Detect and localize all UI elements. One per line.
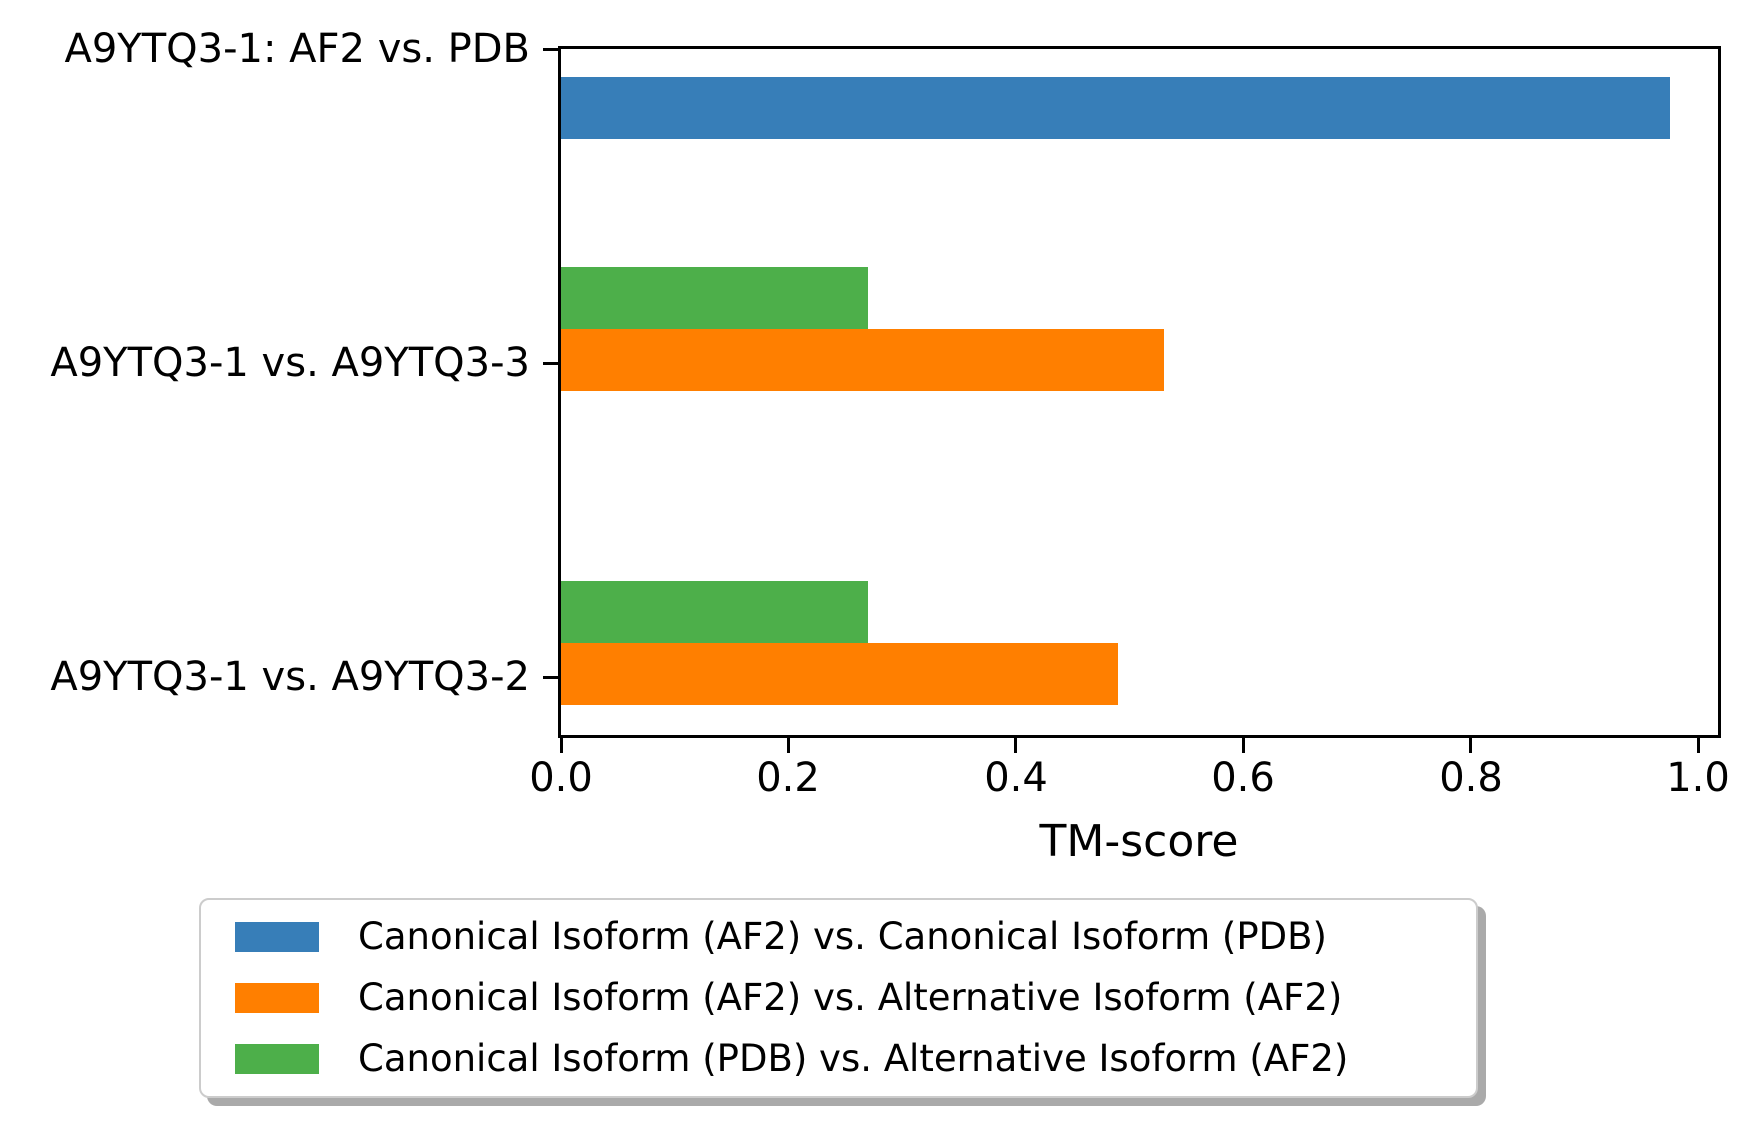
bar-series-2-group-1 — [561, 267, 868, 329]
legend-entry: Canonical Isoform (AF2) vs. Canonical Is… — [201, 906, 1476, 967]
legend-label: Canonical Isoform (PDB) vs. Alternative … — [358, 1037, 1349, 1081]
bar-series-1-group-1 — [561, 329, 1164, 391]
plot-inner — [543, 48, 1718, 753]
x-tick-label: 0.2 — [756, 755, 820, 801]
x-tick-mark — [560, 738, 563, 753]
plot-area — [543, 46, 1721, 753]
x-tick-mark — [1242, 738, 1245, 753]
x-tick-mark — [787, 738, 790, 753]
x-tick-mark — [1697, 738, 1700, 753]
y-category-label: A9YTQ3-1 vs. A9YTQ3-2 — [50, 654, 530, 700]
legend-swatch-orange — [235, 982, 319, 1013]
y-tick-mark — [543, 48, 558, 51]
legend: Canonical Isoform (AF2) vs. Canonical Is… — [199, 898, 1478, 1098]
legend-label: Canonical Isoform (AF2) vs. Alternative … — [358, 975, 1343, 1019]
y-tick-mark — [543, 676, 558, 679]
x-tick-label: 0.6 — [1211, 755, 1275, 801]
legend-entry: Canonical Isoform (AF2) vs. Alternative … — [201, 967, 1476, 1028]
x-axis-label: TM-score — [1039, 816, 1239, 867]
bar-series-0-group-0 — [561, 77, 1670, 139]
y-tick-mark — [543, 362, 558, 365]
legend-swatch-blue — [235, 921, 319, 952]
x-tick-mark — [1469, 738, 1472, 753]
x-tick-label: 1.0 — [1666, 755, 1730, 801]
x-tick-label: 0.4 — [984, 755, 1048, 801]
x-tick-mark — [1014, 738, 1017, 753]
legend-label: Canonical Isoform (AF2) vs. Canonical Is… — [358, 914, 1327, 958]
legend-swatch-green — [235, 1044, 319, 1075]
x-tick-label: 0.8 — [1439, 755, 1503, 801]
legend-entry: Canonical Isoform (PDB) vs. Alternative … — [201, 1029, 1476, 1090]
y-category-label: A9YTQ3-1: AF2 vs. PDB — [64, 26, 530, 72]
bar-series-1-group-2 — [561, 643, 1118, 705]
y-category-label: A9YTQ3-1 vs. A9YTQ3-3 — [50, 340, 530, 386]
bar-series-2-group-2 — [561, 581, 868, 643]
x-tick-label: 0.0 — [529, 755, 593, 801]
